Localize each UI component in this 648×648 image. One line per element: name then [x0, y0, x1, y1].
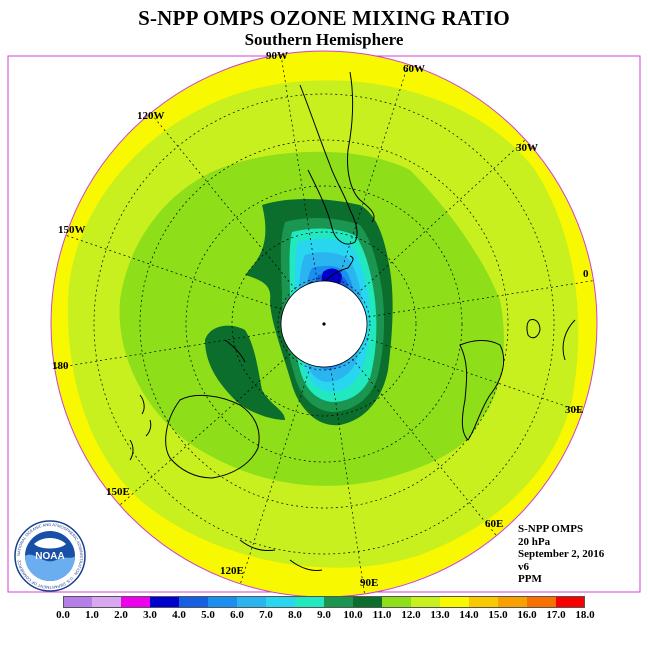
colorbar-tick-label: 12.0: [401, 609, 421, 621]
lon-label-0: 0: [583, 268, 589, 280]
colorbar-segment: [179, 596, 209, 608]
info-version: v6: [518, 560, 529, 573]
colorbar-segment: [92, 596, 122, 608]
map-title: S-NPP OMPS OZONE MIXING RATIO: [138, 6, 510, 30]
info-units: PPM: [518, 573, 542, 585]
colorbar-tick-label: 17.0: [546, 609, 566, 621]
colorbar-segment: [498, 596, 528, 608]
colorbar-segment: [237, 596, 267, 608]
colorbar-tick-label: 10.0: [343, 609, 363, 621]
info-block: S-NPP OMPS 20 hPa September 2, 2016 v6 P…: [518, 523, 604, 586]
colorbar-segment: [411, 596, 441, 608]
colorbar-tick-label: 1.0: [85, 609, 99, 621]
colorbar-tick-label: 16.0: [517, 609, 537, 621]
colorbar-segment: [469, 596, 499, 608]
colorbar-segment: [150, 596, 180, 608]
lon-label-30e: 30E: [565, 404, 584, 416]
contour-10ppm-west: [205, 325, 285, 420]
info-instrument: S-NPP OMPS: [518, 523, 584, 535]
lon-label-120e: 120E: [220, 565, 244, 577]
noaa-logo: NOAA NATIONAL OCEANIC AND ATMOSPHERIC AD…: [14, 520, 86, 592]
colorbar-segment: [527, 596, 557, 608]
colorbar-segment: [295, 596, 325, 608]
colorbar-tick-label: 5.0: [201, 609, 215, 621]
colorbar-tick-label: 18.0: [575, 609, 595, 621]
colorbar-tick-label: 14.0: [459, 609, 479, 621]
colorbar-segment: [324, 596, 354, 608]
lon-label-60w: 60W: [403, 63, 425, 75]
noaa-logo-text: NOAA: [35, 551, 64, 562]
lon-label-30w: 30W: [516, 142, 538, 154]
colorbar-tick-label: 0.0: [56, 609, 70, 621]
lon-label-120w: 120W: [137, 110, 165, 122]
colorbar-tick-label: 7.0: [259, 609, 273, 621]
lon-label-180: 180: [52, 360, 69, 372]
colorbar-segment: [353, 596, 383, 608]
colorbar-tick-label: 9.0: [317, 609, 331, 621]
lon-label-90e: 90E: [360, 577, 379, 589]
colorbar-tick-label: 11.0: [372, 609, 392, 621]
colorbar-tick-label: 15.0: [488, 609, 508, 621]
meridians: [54, 54, 597, 597]
colorbar-segment: [440, 596, 470, 608]
lon-label-150w: 150W: [58, 224, 86, 236]
colorbar-tick-label: 13.0: [430, 609, 450, 621]
info-level: 20 hPa: [518, 535, 551, 548]
colorbar-segment: [556, 596, 585, 608]
colorbar-segment: [63, 596, 93, 608]
colorbar-tick-label: 8.0: [288, 609, 302, 621]
colorbar-segment: [266, 596, 296, 608]
colorbar-tick-label: 4.0: [172, 609, 186, 621]
colorbar-segment: [121, 596, 151, 608]
colorbar-tick-label: 6.0: [230, 609, 244, 621]
colorbar-tick-label: 3.0: [143, 609, 157, 621]
colorbar-segment: [208, 596, 238, 608]
lon-label-60e: 60E: [485, 518, 504, 530]
colorbar-tick-label: 2.0: [114, 609, 128, 621]
colorbar: [63, 596, 585, 608]
lon-label-90w: 90W: [266, 50, 288, 62]
info-date: September 2, 2016: [518, 548, 605, 560]
map-subtitle: Southern Hemisphere: [244, 30, 404, 49]
colorbar-segment: [382, 596, 412, 608]
latitude-circles: [93, 93, 555, 555]
lon-label-150e: 150E: [106, 486, 130, 498]
